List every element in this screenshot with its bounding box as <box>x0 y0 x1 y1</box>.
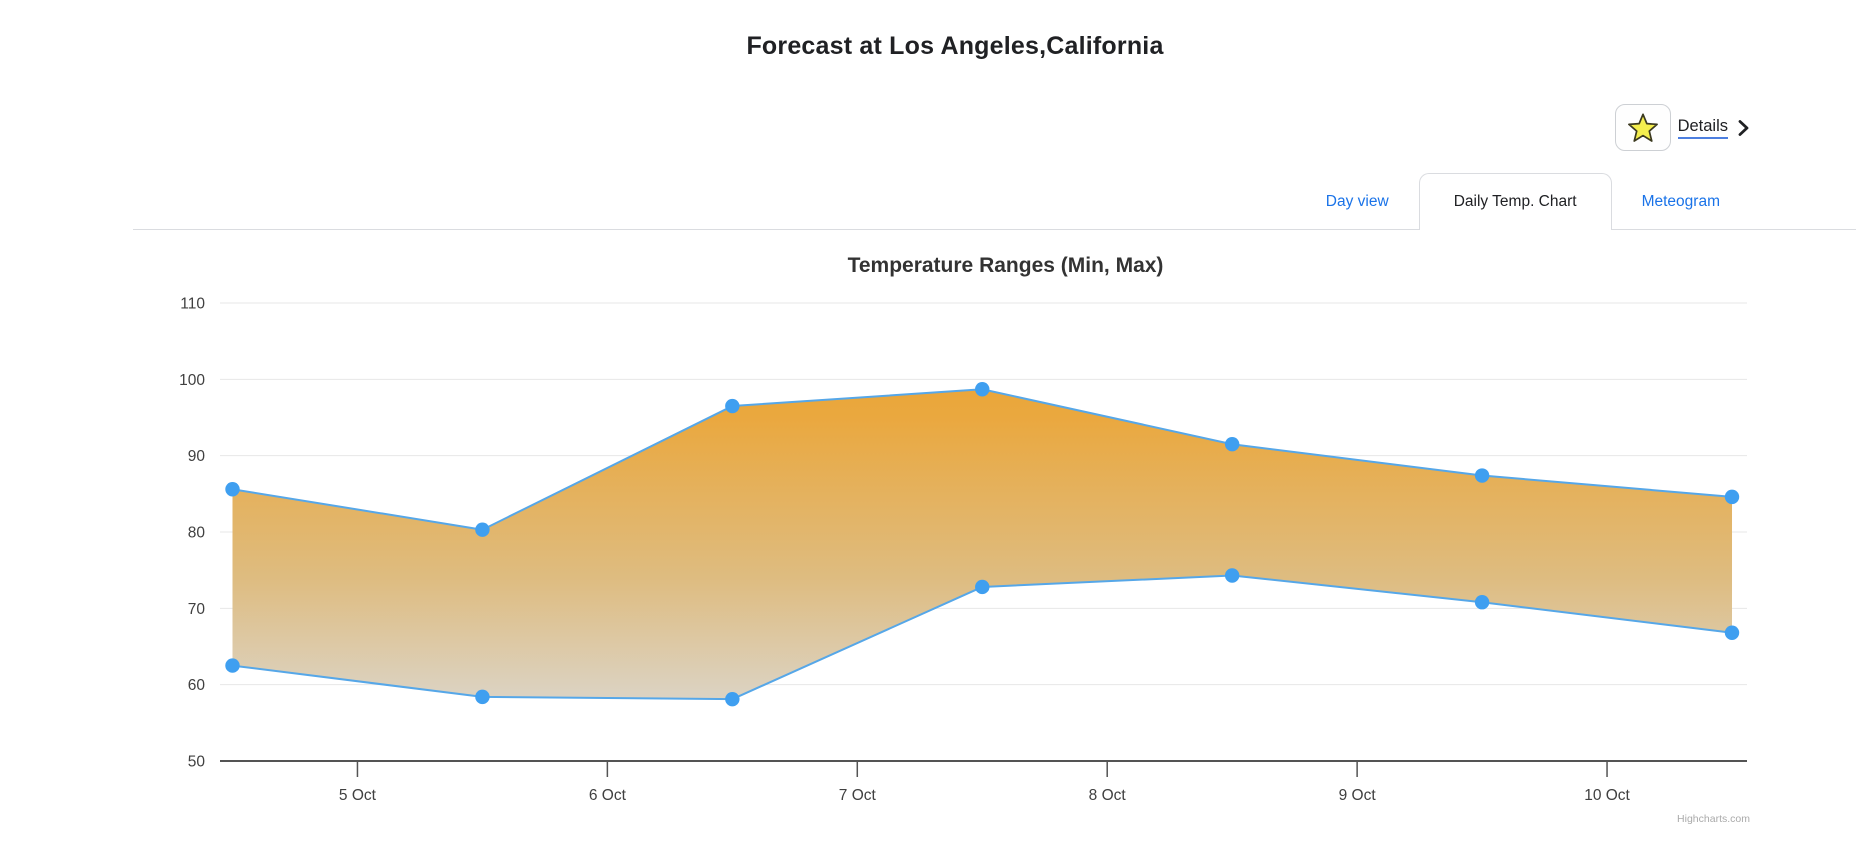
details-link[interactable]: Details <box>1677 117 1728 139</box>
chart-container: 50 60 70 80 90 100 110 5 Oct 6 Oct 7 Oct 8 Oct 9 Oc… <box>120 230 1790 852</box>
temperature-chart: 50 60 70 80 90 100 110 5 Oct 6 Oct 7 Oct 8 Oct 9 Oc… <box>179 254 1750 825</box>
x-axis-label: 7 Oct <box>839 787 877 804</box>
max-point-marker[interactable] <box>225 482 240 497</box>
max-point-marker[interactable] <box>1724 489 1740 505</box>
highcharts-credit-link[interactable]: Highcharts.com <box>1677 813 1750 825</box>
favorite-star-button[interactable] <box>1614 104 1671 151</box>
min-point-marker[interactable] <box>475 689 490 705</box>
y-axis-label: 80 <box>188 525 206 542</box>
tab-day-view[interactable]: Day view <box>1325 192 1389 210</box>
tab-bar: Day view Daily Temp. Chart Meteogram <box>133 173 1856 230</box>
max-point-marker[interactable] <box>975 382 990 397</box>
y-axis-label: 60 <box>188 677 206 694</box>
y-axis-label: 110 <box>180 296 205 313</box>
min-point-marker[interactable] <box>225 658 240 673</box>
star-icon <box>1627 112 1658 142</box>
max-point-marker[interactable] <box>725 398 740 414</box>
x-axis-label: 8 Oct <box>1089 787 1127 804</box>
temperature-range-area <box>232 389 1733 700</box>
chart-title: Temperature Ranges (Min, Max) <box>848 254 1164 277</box>
details-row: Details <box>1614 104 1750 151</box>
tab-meteogram[interactable]: Meteogram <box>1641 192 1720 210</box>
max-point-marker[interactable] <box>1474 468 1490 483</box>
x-axis-label: 6 Oct <box>589 787 627 804</box>
tab-daily-temp-chart[interactable]: Daily Temp. Chart <box>1418 173 1612 230</box>
chevron-right-icon[interactable] <box>1737 119 1750 137</box>
max-point-marker[interactable] <box>475 522 490 537</box>
y-axis-label: 90 <box>188 448 206 465</box>
x-axis-label: 10 Oct <box>1584 787 1630 804</box>
min-point-marker[interactable] <box>725 691 740 707</box>
y-axis-label: 50 <box>188 754 206 771</box>
min-point-marker[interactable] <box>1224 568 1240 583</box>
y-axis-label: 100 <box>179 372 205 389</box>
x-axis-label: 5 Oct <box>339 787 377 804</box>
y-axis-label: 70 <box>188 601 206 618</box>
min-point-marker[interactable] <box>1474 595 1490 610</box>
x-axis-label: 9 Oct <box>1339 787 1377 804</box>
max-point-marker[interactable] <box>1224 437 1240 452</box>
min-point-marker[interactable] <box>1724 625 1740 640</box>
min-point-marker[interactable] <box>975 579 990 595</box>
page-title: Forecast at Los Angeles,California <box>746 32 1164 60</box>
